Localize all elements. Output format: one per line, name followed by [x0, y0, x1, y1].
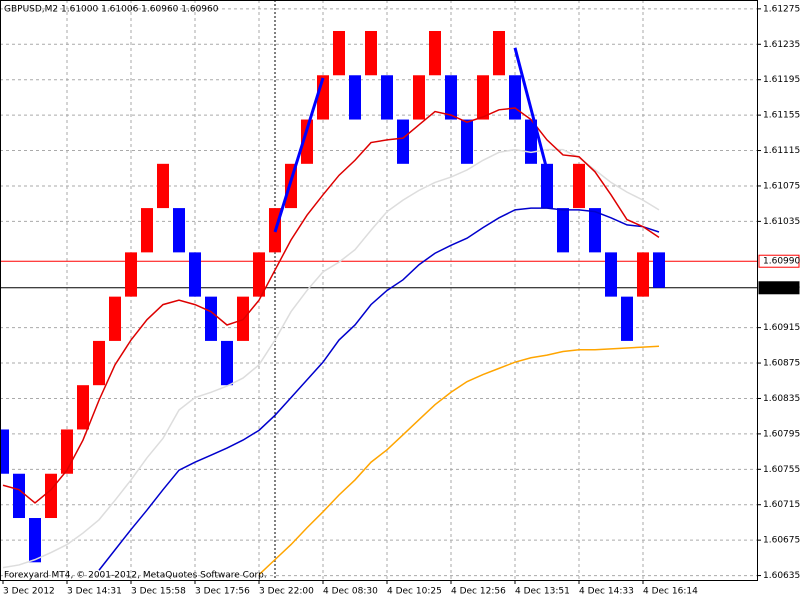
brick	[477, 75, 489, 120]
y-tick-label: 1.61155	[763, 111, 800, 121]
x-tick-label: 4 Dec 13:51	[515, 587, 570, 597]
y-tick-label: 1.61075	[763, 181, 800, 191]
price-marker	[758, 254, 800, 268]
y-tick-label: 1.60675	[763, 536, 800, 546]
x-tick-label: 4 Dec 08:30	[323, 587, 378, 597]
x-tick-label: 3 Dec 15:58	[131, 587, 186, 597]
brick	[125, 252, 137, 297]
y-tick-label: 1.61235	[763, 40, 800, 50]
brick	[525, 119, 537, 164]
indicator-line	[258, 345, 660, 576]
copyright: Forexyard MT4, © 2001-2012, MetaQuotes S…	[4, 571, 267, 581]
y-tick-label: 1.60715	[763, 500, 800, 510]
y-tick-label: 1.60635	[763, 571, 800, 581]
brick	[221, 340, 233, 386]
x-tick-label: 4 Dec 12:56	[451, 587, 506, 597]
y-tick-label: 1.61195	[763, 75, 800, 85]
brick	[557, 208, 569, 253]
brick	[29, 518, 41, 563]
brick	[381, 75, 393, 120]
y-tick-label: 1.60795	[763, 429, 800, 439]
brick	[637, 252, 649, 297]
x-tick-label: 4 Dec 16:14	[643, 587, 698, 597]
brick	[13, 473, 25, 519]
brick	[509, 75, 521, 120]
brick	[541, 163, 553, 209]
brick	[365, 30, 377, 76]
plot-area	[0, 0, 757, 580]
y-tick-label: 1.61035	[763, 217, 800, 227]
brick	[429, 30, 441, 76]
brick	[301, 119, 313, 164]
indicator-line	[273, 47, 549, 233]
price-marker	[758, 281, 800, 295]
brick	[141, 208, 153, 253]
brick	[45, 473, 57, 519]
x-tick-label: 3 Dec 14:31	[67, 587, 122, 597]
brick	[61, 429, 73, 474]
x-tick-label: 4 Dec 14:33	[579, 587, 634, 597]
brick	[189, 252, 201, 297]
brick	[493, 30, 505, 76]
brick	[205, 296, 217, 341]
brick	[173, 208, 185, 253]
chart-title: GBPUSD,M2 1.61000 1.61006 1.60960 1.6096…	[4, 5, 219, 15]
brick	[605, 252, 617, 297]
brick	[573, 163, 585, 209]
brick	[653, 252, 665, 288]
brick	[397, 119, 409, 164]
x-tick-label: 4 Dec 10:25	[387, 587, 442, 597]
price-marker-label: 1.60990	[763, 257, 800, 267]
brick	[93, 340, 105, 386]
brick	[0, 429, 9, 474]
x-tick-label: 3 Dec 17:56	[195, 587, 250, 597]
y-tick-label: 1.60875	[763, 359, 800, 369]
x-tick-label: 3 Dec 2012	[3, 587, 55, 597]
y-tick-label: 1.60835	[763, 394, 800, 404]
plot-border	[0, 0, 758, 581]
brick	[445, 75, 457, 120]
brick	[157, 163, 169, 209]
brick	[77, 385, 89, 430]
brick	[589, 208, 601, 253]
brick	[109, 296, 121, 341]
brick	[349, 75, 361, 120]
y-tick-label: 1.60755	[763, 465, 800, 475]
x-tick-label: 3 Dec 22:00	[259, 587, 314, 597]
y-tick-label: 1.61115	[763, 146, 800, 156]
brick	[333, 30, 345, 76]
indicator-line	[2, 107, 660, 504]
indicator-line	[2, 148, 660, 569]
brick	[253, 252, 265, 297]
brick	[621, 296, 633, 341]
brick	[413, 75, 425, 120]
indicator-line	[98, 207, 660, 571]
price-marker-label: 1.60960	[763, 283, 800, 293]
y-tick-label: 1.60915	[763, 323, 800, 333]
brick	[461, 119, 473, 164]
y-tick-label: 1.61275	[763, 4, 800, 14]
